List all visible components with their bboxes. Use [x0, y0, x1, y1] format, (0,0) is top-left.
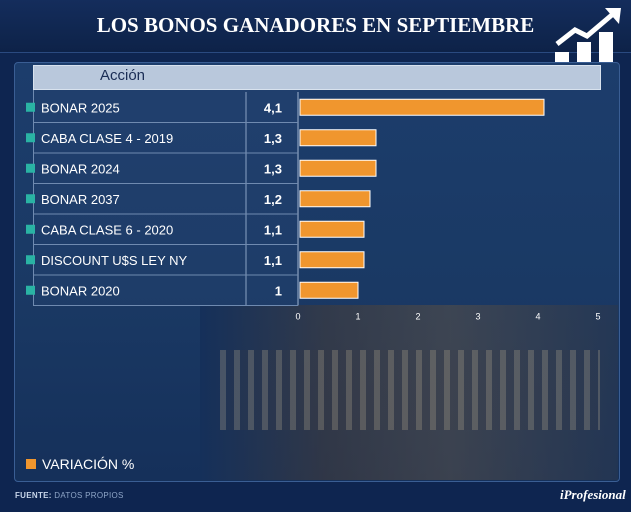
bar	[299, 159, 377, 177]
category-label: BONAR 2024	[41, 161, 120, 176]
category-marker	[26, 163, 35, 173]
category-marker	[26, 224, 35, 234]
x-tick-label: 4	[535, 312, 540, 322]
category-label: CABA CLASE 6 - 2020	[41, 222, 173, 237]
value-label: 1,1	[264, 253, 282, 268]
footer	[0, 482, 631, 512]
bar	[299, 220, 365, 238]
bar	[299, 190, 371, 208]
chart-title: LOS BONOS GANADORES EN SEPTIEMBRE	[96, 13, 535, 37]
bar	[299, 98, 545, 116]
source-value: DATOS PROPIOS	[54, 491, 124, 500]
x-tick-label: 0	[295, 312, 300, 322]
column-header-bar	[33, 65, 601, 90]
value-label: 1,3	[264, 131, 282, 146]
x-tick-label: 5	[595, 312, 600, 322]
category-label: DISCOUNT U$S LEY NY	[41, 253, 188, 268]
source-note: FUENTE: DATOS PROPIOS	[15, 491, 124, 500]
category-marker	[26, 255, 35, 265]
category-label: CABA CLASE 4 - 2019	[41, 131, 173, 146]
category-marker	[26, 102, 35, 112]
trading-floor-photo	[200, 305, 618, 480]
value-label: 1,3	[264, 161, 282, 176]
bar	[299, 251, 365, 269]
category-label: BONAR 2020	[41, 283, 120, 298]
category-marker	[26, 194, 35, 204]
bar	[299, 129, 377, 147]
value-label: 1,1	[264, 222, 282, 237]
x-tick-label: 1	[355, 312, 360, 322]
value-label: 1	[275, 283, 282, 298]
title-bar: LOS BONOS GANADORES EN SEPTIEMBRE	[0, 0, 631, 53]
x-tick-label: 2	[415, 312, 420, 322]
category-label-box	[33, 90, 299, 305]
category-label: BONAR 2025	[41, 100, 120, 115]
category-marker	[26, 285, 35, 295]
x-tick-label: 3	[475, 312, 480, 322]
category-marker	[26, 133, 35, 143]
legend-label: VARIACIÓN %	[42, 456, 135, 472]
value-label: 1,2	[264, 192, 282, 207]
source-label: FUENTE:	[15, 491, 52, 500]
category-label: BONAR 2037	[41, 192, 120, 207]
legend-marker	[26, 459, 36, 469]
bar	[299, 281, 359, 299]
brand-logo: iProfesional	[560, 487, 626, 502]
value-label: 4,1	[264, 100, 282, 115]
column-header-label: Acción	[100, 67, 146, 84]
